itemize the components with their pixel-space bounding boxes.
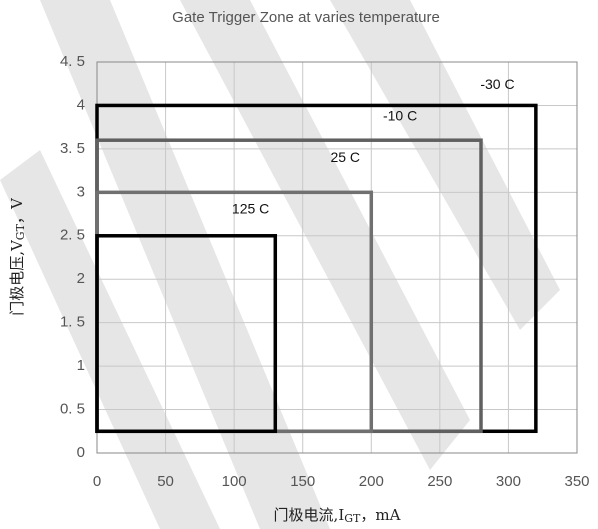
x-tick-label: 200 [359, 473, 384, 490]
y-tick-label: 2 [77, 270, 85, 287]
zone-label: 25 C [330, 149, 360, 165]
y-tick-label: 2. 5 [60, 227, 85, 244]
y-tick-label: 0 [77, 444, 85, 461]
y-label-main: 门极电压,V [8, 239, 26, 316]
y-tick-label: 1 [77, 357, 85, 374]
watermark [0, 0, 560, 529]
y-tick-label: 1. 5 [60, 314, 85, 331]
x-axis-label: 门极电流,IGT，mA [274, 506, 401, 525]
y-tick-label: 3 [77, 183, 85, 200]
y-tick-label: 4. 5 [60, 53, 85, 70]
x-tick-label: 250 [427, 473, 452, 490]
zone [95, 234, 278, 434]
y-label-sub: GT [14, 223, 27, 240]
y-tick-label: 3. 5 [60, 140, 85, 157]
chart-title: Gate Trigger Zone at varies temperature [172, 9, 440, 26]
y-axis-label: 门极电压,VGT，V [8, 197, 27, 316]
x-tick-label: 350 [564, 473, 589, 490]
x-tick-label: 150 [290, 473, 315, 490]
y-label-unit: ，V [8, 197, 26, 224]
y-tick-label: 0. 5 [60, 401, 85, 418]
zone-label: -10 C [383, 107, 417, 123]
x-tick-label: 0 [93, 473, 101, 490]
x-tick-label: 50 [157, 473, 174, 490]
zone-label: 125 C [232, 200, 269, 216]
x-label-unit: ，mA [360, 506, 400, 524]
x-label-sub: GT [344, 512, 361, 525]
x-label-main: 门极电流,I [274, 506, 345, 524]
x-tick-label: 100 [222, 473, 247, 490]
x-tick-label: 300 [496, 473, 521, 490]
y-tick-label: 4 [77, 96, 85, 113]
zone-label: -30 C [480, 76, 514, 92]
